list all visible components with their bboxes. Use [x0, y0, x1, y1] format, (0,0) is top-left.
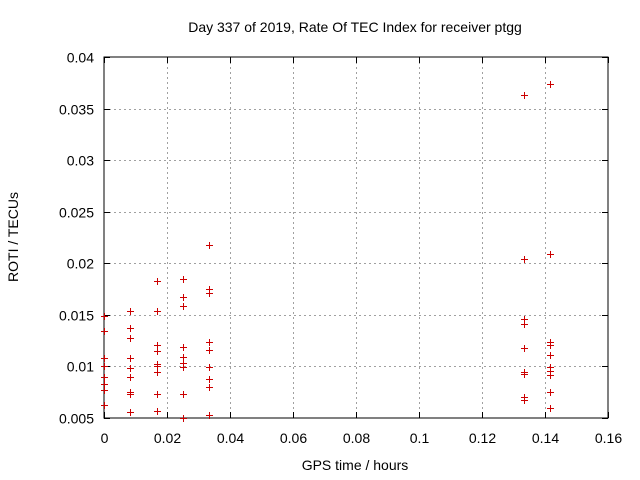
data-point-marker: [180, 364, 187, 371]
data-point-marker: [127, 355, 134, 362]
data-point-marker: [206, 376, 213, 383]
data-point-marker: [154, 408, 161, 415]
data-point-marker: [127, 409, 134, 416]
y-tick-label: 0.03: [67, 153, 94, 169]
x-tick-label: 0.06: [280, 430, 307, 446]
data-point-marker: [154, 342, 161, 349]
data-point-marker: [206, 412, 213, 419]
data-point-marker: [180, 391, 187, 398]
data-point-marker: [206, 242, 213, 249]
data-point-marker: [547, 342, 554, 349]
data-point-marker: [127, 391, 134, 398]
data-points: [101, 81, 554, 422]
data-point-marker: [154, 369, 161, 376]
data-point-marker: [180, 303, 187, 310]
data-point-marker: [547, 405, 554, 412]
y-tick-label: 0.04: [67, 50, 94, 66]
x-tick-label: 0.16: [595, 430, 622, 446]
y-axis-label: ROTI / TECUs: [5, 192, 21, 282]
data-point-marker: [180, 276, 187, 283]
data-point-marker: [521, 256, 528, 263]
x-tick-label: 0.12: [469, 430, 496, 446]
y-tick-label: 0.025: [59, 205, 94, 221]
data-point-marker: [101, 374, 108, 381]
x-axis: 0 0.02 0.04 0.06 0.08 0.1 0.12 0.14 0.16: [101, 57, 622, 446]
x-tick-label: 0.1: [410, 430, 430, 446]
data-point-marker: [154, 348, 161, 355]
y-axis: 0.005 0.01 0.015 0.02 0.025 0.03 0.035 0.04: [59, 50, 608, 427]
data-point-marker: [521, 397, 528, 404]
data-point-marker: [180, 354, 187, 361]
data-point-marker: [127, 308, 134, 315]
data-point-marker: [547, 352, 554, 359]
data-point-marker: [521, 321, 528, 328]
x-tick-label: 0: [101, 430, 109, 446]
data-point-marker: [127, 335, 134, 342]
data-point-marker: [180, 294, 187, 301]
data-point-marker: [180, 344, 187, 351]
y-tick-label: 0.035: [59, 102, 94, 118]
data-point-marker: [206, 364, 213, 371]
data-point-marker: [521, 371, 528, 378]
data-point-marker: [206, 339, 213, 346]
x-tick-label: 0.08: [343, 430, 370, 446]
data-point-marker: [547, 251, 554, 258]
data-point-marker: [180, 415, 187, 422]
data-point-marker: [127, 374, 134, 381]
data-point-marker: [206, 347, 213, 354]
data-point-marker: [101, 387, 108, 394]
data-point-marker: [154, 363, 161, 370]
data-point-marker: [206, 384, 213, 391]
data-point-marker: [101, 355, 108, 362]
data-point-marker: [154, 278, 161, 285]
data-point-marker: [154, 308, 161, 315]
data-point-marker: [101, 363, 108, 370]
data-point-marker: [547, 372, 554, 379]
data-point-marker: [127, 325, 134, 332]
data-point-marker: [101, 381, 108, 388]
y-tick-label: 0.01: [67, 359, 94, 375]
y-tick-label: 0.02: [67, 256, 94, 272]
x-tick-label: 0.04: [217, 430, 244, 446]
data-point-marker: [206, 290, 213, 297]
data-point-marker: [154, 391, 161, 398]
data-point-marker: [547, 389, 554, 396]
data-point-marker: [127, 365, 134, 372]
data-point-marker: [101, 402, 108, 409]
chart-title: Day 337 of 2019, Rate Of TEC Index for r…: [188, 19, 522, 35]
y-tick-label: 0.015: [59, 308, 94, 324]
x-tick-label: 0.14: [532, 430, 559, 446]
y-tick-label: 0.005: [59, 411, 94, 427]
x-tick-label: 0.02: [154, 430, 181, 446]
grid-layer: [104, 57, 608, 418]
data-point-marker: [521, 345, 528, 352]
data-point-marker: [521, 92, 528, 99]
data-point-marker: [101, 313, 108, 320]
data-point-marker: [101, 328, 108, 335]
x-axis-label: GPS time / hours: [302, 457, 409, 473]
data-point-marker: [547, 81, 554, 88]
